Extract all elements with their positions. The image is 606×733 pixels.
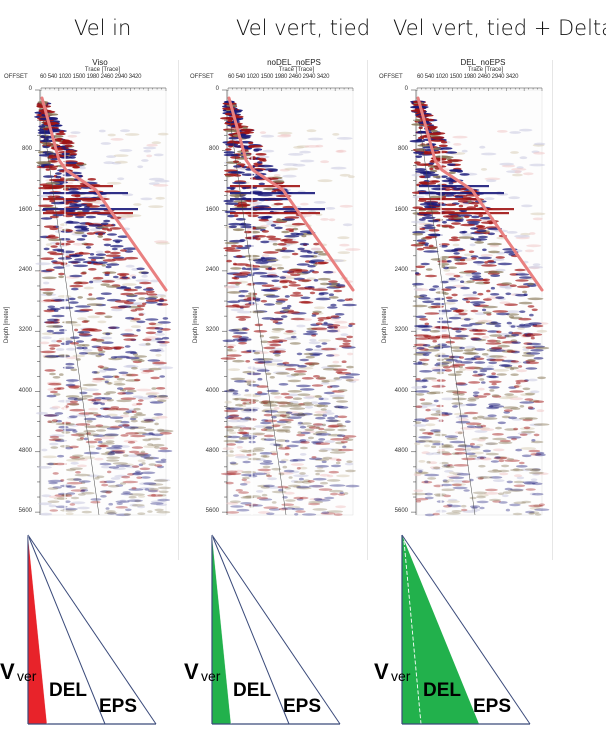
seismic-panel-1: noDEL_noEPS Trace [Trace] OFFSET 60 540 … [186, 58, 366, 528]
seismic-panel-0: Viso Trace [Trace] OFFSET 60 540 1020 15… [0, 58, 180, 528]
y-tick-label: 2400 [394, 266, 408, 273]
y-tick-label: 4000 [18, 387, 32, 394]
column-title-vel-vert-tied-delta: Vel vert, tied + Delta [393, 16, 606, 40]
del-label: DEL [49, 680, 87, 701]
first-break-line [227, 96, 355, 292]
panel-divider [367, 60, 368, 560]
y-tick-label: 4000 [394, 387, 408, 394]
first-break-line [40, 96, 168, 292]
offset-label: OFFSET [379, 74, 403, 80]
seismic-image [34, 87, 174, 517]
y-tick-label: 800 [397, 146, 408, 153]
vver-label-main: V [374, 659, 389, 684]
anisotropy-triangle-diagram [211, 534, 341, 725]
y-tick-label: 5600 [18, 508, 32, 515]
x-axis-label: Trace [Trace] [84, 67, 121, 73]
y-tick-label: 3200 [394, 327, 408, 334]
x-axis-label: Trace [Trace] [467, 67, 504, 73]
y-tick-label: 5600 [205, 508, 219, 515]
panel-title: noDEL_noEPS [267, 58, 321, 67]
y-tick-label: 0 [215, 86, 219, 92]
vver-label-main: V [184, 659, 199, 684]
x-axis-label: Trace [Trace] [278, 67, 315, 73]
eps-label: EPS [473, 696, 512, 717]
x-axis-ticks: 60 540 1020 1500 1980 2460 2940 3420 [40, 74, 142, 80]
panel-divider [552, 60, 553, 560]
offset-label: OFFSET [190, 74, 214, 80]
vver-label-sub: ver [201, 668, 221, 684]
del-label: DEL [423, 680, 461, 701]
y-tick-label: 2400 [205, 266, 219, 273]
y-tick-label: 4000 [205, 387, 219, 394]
eps-label: EPS [99, 696, 138, 717]
offset-label: OFFSET [4, 74, 28, 80]
y-tick-label: 1600 [18, 206, 32, 213]
x-axis-ticks: 60 540 1020 1500 1980 2460 2940 3420 [417, 74, 519, 80]
y-tick-label: 2400 [18, 266, 32, 273]
y-tick-label: 1600 [205, 206, 219, 213]
seismic-image [409, 87, 550, 517]
first-break-line [416, 96, 544, 292]
panel-divider [178, 60, 179, 560]
vver-label-sub: ver [17, 668, 37, 684]
y-tick-label: 4800 [205, 447, 219, 454]
panel-title: Viso [92, 58, 108, 67]
anisotropy-triangle-diagram [401, 534, 531, 725]
y-tick-label: 800 [21, 146, 32, 153]
y-tick-label: 800 [208, 146, 219, 153]
y-tick-label: 1600 [394, 206, 408, 213]
y-tick-label: 3200 [205, 327, 219, 334]
y-tick-label: 4800 [394, 447, 408, 454]
y-tick-label: 4800 [18, 447, 32, 454]
column-title-vel-in: Vel in [74, 16, 132, 40]
y-tick-label: 0 [404, 86, 408, 92]
y-tick-label: 3200 [18, 327, 32, 334]
column-title-vel-vert-tied: Vel vert, tied [236, 16, 371, 40]
y-tick-label: 5600 [394, 508, 408, 515]
vver-label-sub: ver [391, 668, 411, 684]
seismic-panel-2: DEL_noEPS Trace [Trace] OFFSET 60 540 10… [375, 58, 555, 528]
x-axis-ticks: 60 540 1020 1500 1980 2460 2940 3420 [228, 74, 330, 80]
anisotropy-triangle-diagram [27, 534, 157, 725]
vver-label-main: V [0, 659, 15, 684]
seismic-image [220, 87, 361, 516]
del-label: DEL [233, 680, 271, 701]
eps-label: EPS [283, 696, 322, 717]
y-tick-label: 0 [28, 86, 32, 92]
panel-title: DEL_noEPS [460, 58, 506, 67]
